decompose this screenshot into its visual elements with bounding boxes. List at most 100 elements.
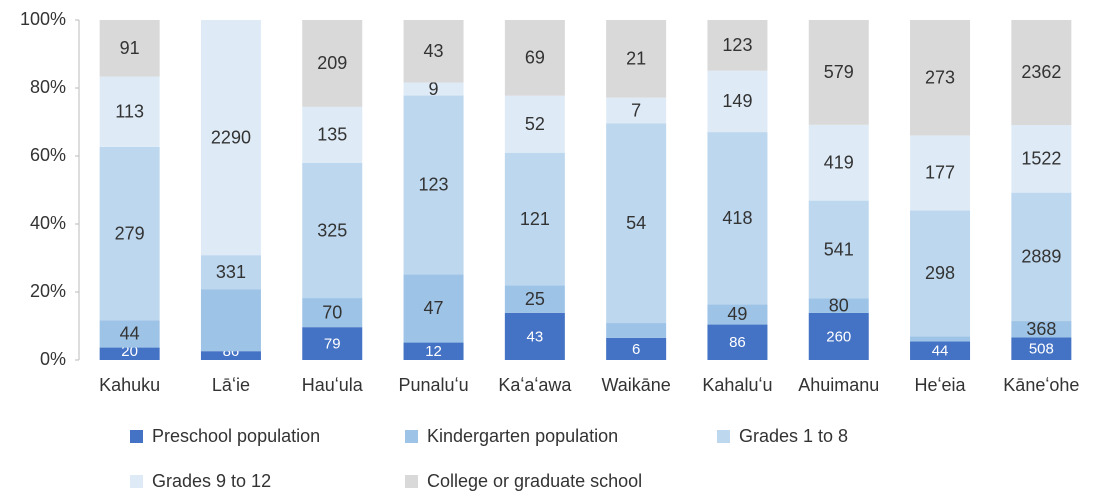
data-label: 70	[322, 302, 342, 322]
x-tick-label: Ahuimanu	[798, 375, 879, 395]
legend-swatch	[717, 430, 730, 443]
data-label: 209	[317, 53, 347, 73]
legend-swatch	[130, 475, 143, 488]
bar-segment	[200, 20, 261, 256]
data-label: 273	[925, 67, 955, 87]
bar-segment	[606, 20, 667, 98]
data-label: 419	[824, 152, 854, 172]
data-label: 44	[932, 343, 949, 360]
bar-segment	[302, 327, 363, 360]
data-label: 47	[424, 298, 444, 318]
bar-segment	[504, 152, 565, 286]
bar-segment	[403, 20, 464, 83]
data-label: 2362	[1021, 62, 1061, 82]
x-tick-label: Kahuku	[99, 375, 160, 395]
legend-label: College or graduate school	[427, 471, 642, 491]
data-label: 12	[425, 343, 442, 360]
bar-segment	[504, 95, 565, 153]
bar-segment	[302, 298, 363, 328]
data-label: 43	[424, 41, 444, 61]
legend-label: Grades 9 to 12	[152, 471, 271, 491]
data-label: 9	[429, 79, 439, 99]
x-tick-label: Kaʻaʻawa	[498, 375, 572, 395]
data-label: 44	[120, 324, 140, 344]
bar-segment	[99, 320, 160, 348]
bar-segment	[200, 351, 261, 360]
bar-segment	[808, 124, 869, 201]
bar-segment	[707, 324, 768, 360]
data-label: 80	[829, 295, 849, 315]
bar-segment	[910, 210, 971, 337]
bar-segment	[910, 135, 971, 211]
data-label: 7	[631, 100, 641, 120]
x-tick-label: Kahaluʻu	[702, 375, 772, 395]
x-tick-label: Lāʻie	[212, 375, 250, 395]
data-label: 123	[722, 35, 752, 55]
data-label: 1522	[1021, 149, 1061, 169]
legend-swatch	[130, 430, 143, 443]
bar-segment	[504, 20, 565, 96]
data-label: 43	[527, 328, 544, 345]
bar-segment	[403, 274, 464, 343]
bar-segment	[302, 106, 363, 163]
bar-segment	[808, 200, 869, 299]
data-label: 52	[525, 114, 545, 134]
legend-label: Kindergarten population	[427, 426, 618, 446]
data-label: 331	[216, 262, 246, 282]
data-label: 123	[419, 175, 449, 195]
legend-label: Grades 1 to 8	[739, 426, 848, 446]
y-tick-label: 60%	[30, 145, 66, 165]
data-label: 2290	[211, 127, 251, 147]
bar-segment	[1011, 124, 1072, 193]
data-label: 79	[324, 336, 341, 353]
y-tick-label: 40%	[30, 213, 66, 233]
data-label: 86	[729, 334, 746, 351]
bar-segment	[910, 20, 971, 136]
data-label: 541	[824, 239, 854, 259]
bar-segment	[707, 132, 768, 305]
x-tick-label: Waikāne	[601, 375, 670, 395]
data-label: 418	[722, 208, 752, 228]
bar-segment	[707, 20, 768, 71]
legend-label: Preschool population	[152, 426, 320, 446]
bar-segment	[910, 336, 971, 342]
bar-segment	[910, 341, 971, 360]
bar-segment	[99, 347, 160, 360]
bar-segment	[606, 337, 667, 360]
bar-segment	[99, 146, 160, 321]
bar-segment	[707, 304, 768, 325]
legend-swatch	[405, 475, 418, 488]
data-label: 298	[925, 263, 955, 283]
data-label: 368	[1026, 319, 1056, 339]
data-label: 25	[525, 289, 545, 309]
bar-segment	[99, 76, 160, 147]
bar-segment	[1011, 20, 1072, 125]
bar-segment	[99, 20, 160, 77]
bar-segment	[1011, 192, 1072, 322]
data-label: 149	[722, 91, 752, 111]
data-label: 21	[626, 49, 646, 69]
data-label: 49	[727, 304, 747, 324]
bar-segment	[403, 95, 464, 275]
y-tick-label: 0%	[40, 349, 66, 369]
bar-segment	[302, 162, 363, 299]
data-label: 508	[1029, 341, 1054, 358]
y-tick-label: 20%	[30, 281, 66, 301]
data-label: 121	[520, 209, 550, 229]
bar-segment	[808, 312, 869, 360]
bar-segment	[808, 298, 869, 313]
bar-segment	[200, 255, 261, 290]
data-label: 113	[115, 101, 144, 121]
bar-segment	[504, 285, 565, 313]
x-tick-label: Hauʻula	[302, 375, 364, 395]
bar-segment	[200, 289, 261, 352]
bar-segment	[403, 342, 464, 360]
bar-segment	[606, 323, 667, 338]
bar-segment	[606, 123, 667, 324]
data-label: 2889	[1021, 247, 1061, 267]
y-tick-label: 80%	[30, 77, 66, 97]
bar-segment	[606, 97, 667, 124]
bar-segment	[302, 20, 363, 107]
x-tick-label: Kāneʻohe	[1003, 375, 1079, 395]
legend-swatch	[405, 430, 418, 443]
